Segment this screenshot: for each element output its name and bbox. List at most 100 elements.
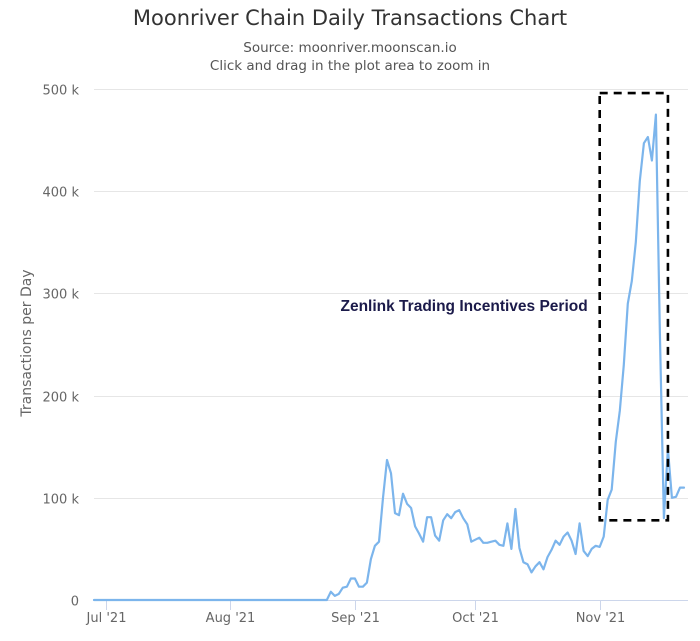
data-point — [602, 535, 606, 539]
x-tick-label: Jul '21 — [86, 611, 127, 626]
data-point — [164, 598, 168, 602]
data-point — [325, 598, 329, 602]
data-point — [389, 471, 393, 475]
data-point — [369, 557, 373, 561]
data-point — [546, 555, 550, 559]
annotation-box — [598, 91, 670, 522]
data-point — [538, 560, 542, 564]
data-point — [473, 538, 477, 542]
data-point — [594, 544, 598, 548]
data-point — [489, 540, 493, 544]
data-point — [614, 440, 618, 444]
data-point — [582, 549, 586, 553]
data-point — [622, 363, 626, 367]
data-point — [682, 486, 686, 490]
data-point — [658, 332, 662, 336]
data-point — [108, 598, 112, 602]
axes: 0 100 k 200 k 300 k 400 k 500 k Jul '21 Aug '21… — [43, 84, 688, 626]
data-point — [373, 544, 377, 548]
data-point — [610, 488, 614, 492]
chart-subtitle-source: Source: moonriver.moonscan.io — [243, 40, 457, 56]
data-point — [361, 585, 365, 589]
y-tick-label: 100 k — [43, 493, 80, 508]
data-point — [277, 598, 281, 602]
data-point — [497, 543, 501, 547]
data-point — [357, 585, 361, 589]
data-point — [638, 179, 642, 183]
data-point — [365, 581, 369, 585]
data-point — [558, 543, 562, 547]
data-point — [481, 541, 485, 545]
data-point — [465, 522, 469, 526]
x-tick-label: Aug '21 — [206, 611, 256, 626]
data-point — [505, 521, 509, 525]
data-point — [457, 508, 461, 512]
data-point — [92, 598, 96, 602]
data-point — [678, 486, 682, 490]
data-point — [485, 541, 489, 545]
data-point — [550, 548, 554, 552]
y-axis-title: Transactions per Day — [19, 269, 35, 417]
data-point — [385, 458, 389, 462]
data-point — [220, 598, 224, 602]
data-point — [329, 590, 333, 594]
data-point — [461, 516, 465, 520]
data-point — [377, 540, 381, 544]
chart-title: Moonriver Chain Daily Transactions Chart — [132, 6, 568, 30]
data-point — [654, 113, 658, 117]
data-point — [417, 532, 421, 536]
data-point — [542, 567, 546, 571]
data-point — [433, 534, 437, 538]
data-point — [513, 507, 517, 511]
y-tick-label: 200 k — [43, 391, 80, 406]
data-point — [650, 159, 654, 163]
data-point — [401, 492, 405, 496]
data-point — [606, 498, 610, 502]
series-line — [92, 113, 686, 602]
data-point — [345, 585, 349, 589]
data-point — [642, 141, 646, 145]
data-point — [333, 594, 337, 598]
data-point — [192, 598, 196, 602]
data-point — [353, 577, 357, 581]
data-point — [566, 531, 570, 535]
grid-lines — [94, 89, 688, 499]
data-point — [449, 516, 453, 520]
y-tick-label: 400 k — [43, 186, 80, 201]
y-tick-label: 0 — [71, 595, 79, 610]
data-point — [305, 598, 309, 602]
data-point — [530, 570, 534, 574]
data-point — [441, 518, 445, 522]
data-point — [469, 540, 473, 544]
data-point — [534, 564, 538, 568]
data-point — [493, 539, 497, 543]
data-point — [429, 515, 433, 519]
data-point — [349, 577, 353, 581]
data-point — [590, 547, 594, 551]
data-point — [421, 540, 425, 544]
data-point — [341, 586, 345, 590]
data-point — [618, 409, 622, 413]
data-point — [598, 545, 602, 549]
data-point — [526, 562, 530, 566]
data-point — [634, 240, 638, 244]
data-point — [405, 502, 409, 506]
data-point — [517, 546, 521, 550]
data-point — [626, 302, 630, 306]
data-point — [337, 592, 341, 596]
data-point — [501, 544, 505, 548]
data-point — [662, 516, 666, 520]
data-point — [554, 539, 558, 543]
data-point — [586, 554, 590, 558]
data-point — [413, 524, 417, 528]
chart-subtitle-zoom-hint: Click and drag in the plot area to zoom … — [209, 58, 491, 74]
data-point — [562, 535, 566, 539]
data-point — [574, 552, 578, 556]
data-point — [646, 135, 650, 139]
data-point — [409, 506, 413, 510]
data-point — [393, 511, 397, 515]
data-point — [249, 598, 253, 602]
annotation-layer: Zenlink Trading Incentives Period — [340, 91, 670, 522]
